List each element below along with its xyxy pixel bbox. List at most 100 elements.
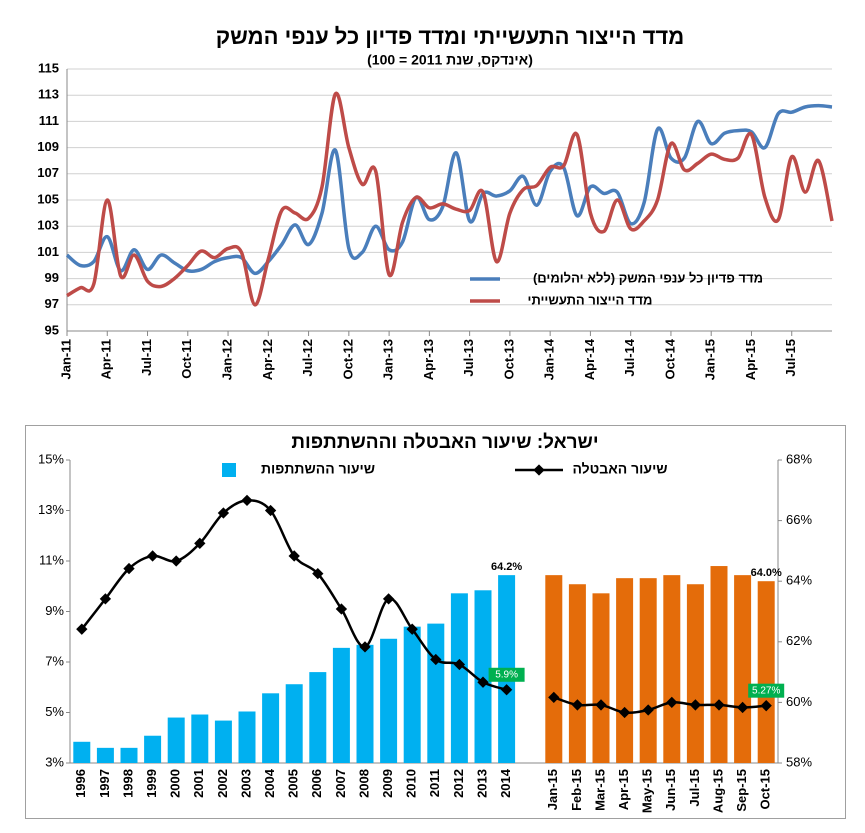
x-tick-label: 2003 [238,769,253,798]
x-tick-label: Jun-15 [663,769,678,811]
marker [736,701,749,714]
chart-title: ישראל: שיעור האבטלה וההשתתפות [291,432,598,453]
marker [359,641,371,653]
x-tick-label: 2000 [168,769,183,798]
x-tick-label: Apr-11 [99,339,114,379]
x-tick-label: Jan-15 [545,769,560,810]
marker [453,658,466,671]
x-tick-label: Jul-12 [300,339,315,377]
x-tick-label: 2012 [451,769,466,798]
line-series [65,103,833,276]
legend-marker [533,464,545,476]
legend-label: שיעור ההשתתפות [261,461,375,477]
bar [356,644,374,763]
bar [663,575,681,763]
x-tick-label: 2009 [380,769,395,798]
bar [191,714,209,763]
y-tick-label: 3% [45,754,64,769]
y-tick-label: 101 [37,244,59,259]
x-tick-label: Jan-15 [703,339,718,380]
x-tick-label: 2013 [474,769,489,798]
x-tick-label: Jan-13 [381,339,396,380]
line-series [66,91,834,307]
x-tick-label: 2002 [215,769,230,798]
x-tick-label: Sep-15 [734,769,749,812]
bar [545,575,563,763]
bar [616,578,634,763]
y2-tick-label: 66% [786,512,812,527]
x-tick-label: May-15 [640,769,655,813]
x-tick-label: Jan-14 [542,338,557,380]
x-tick-label: 2007 [333,769,348,798]
x-tick-label: 2008 [356,769,371,798]
data-label: 5.27% [752,685,780,696]
x-tick-label: Apr-14 [582,338,597,380]
marker [288,550,300,562]
y-tick-label: 95 [45,322,59,337]
x-tick-label: 2006 [309,769,324,798]
y-tick-label: 9% [45,603,64,618]
x-tick-label: 1997 [97,769,112,798]
bar [285,684,303,763]
marker [500,684,513,696]
bar [167,717,185,763]
bar [710,566,728,763]
marker [595,699,607,711]
marker [666,696,678,709]
x-tick-label: Oct-11 [179,339,194,379]
marker [312,567,324,580]
y-tick-label: 11% [39,552,64,567]
x-tick-label: Apr-13 [421,339,436,380]
x-tick-label: Jul-15 [687,769,702,807]
bar [73,741,91,763]
x-tick-label: Mar-15 [592,769,607,811]
x-tick-label: 2001 [191,769,206,798]
legend-label: מדד פדיון כל ענפי המשק (ללא יהלומים) [533,270,763,285]
x-tick-label: Jan-11 [58,339,73,379]
x-tick-label: Jul-15 [783,339,798,377]
bar [380,638,398,763]
y2-tick-label: 58% [786,754,812,769]
y-tick-label: 113 [38,87,59,102]
x-tick-label: Apr-12 [260,339,275,380]
chart-subtitle: (אינדקס, שנת 2011 = 100) [367,52,533,68]
marker [382,593,395,605]
data-label: 64.0% [751,567,782,579]
y-tick-label: 115 [38,60,59,75]
data-label-box [748,683,785,698]
bar [757,581,775,763]
y-tick-label: 107 [37,165,59,180]
marker [241,494,253,507]
x-tick-label: 2004 [262,768,277,798]
bar [427,623,445,763]
x-tick-label: Oct-12 [340,339,355,379]
bar [144,735,162,763]
bar [639,578,657,763]
y-tick-label: 5% [45,704,64,719]
marker [146,550,159,562]
bar [686,584,704,763]
bar [96,747,114,763]
bar [120,747,138,763]
x-tick-label: Apr-15 [743,339,758,380]
marker [618,706,631,719]
x-tick-label: Jul-13 [461,339,476,377]
chart-title: מדד הייצור התעשייתי ומדד פדיון כל ענפי ה… [216,24,684,49]
bar [262,693,280,763]
chart-frame [25,425,846,819]
bar [214,720,232,763]
y-tick-label: 97 [45,296,59,311]
marker [477,676,489,688]
bar [734,575,752,763]
y2-tick-label: 62% [786,633,812,648]
x-tick-label: Feb-15 [569,769,584,811]
marker [264,504,277,517]
legend-label: שיעור האבטלה [572,461,667,477]
x-tick-label: 2005 [286,769,301,798]
x-tick-label: Jan-12 [219,339,234,380]
x-tick-label: Apr-15 [616,769,631,810]
x-tick-label: Jul-11 [139,339,154,376]
marker [194,537,206,549]
y-tick-label: 99 [45,270,59,285]
